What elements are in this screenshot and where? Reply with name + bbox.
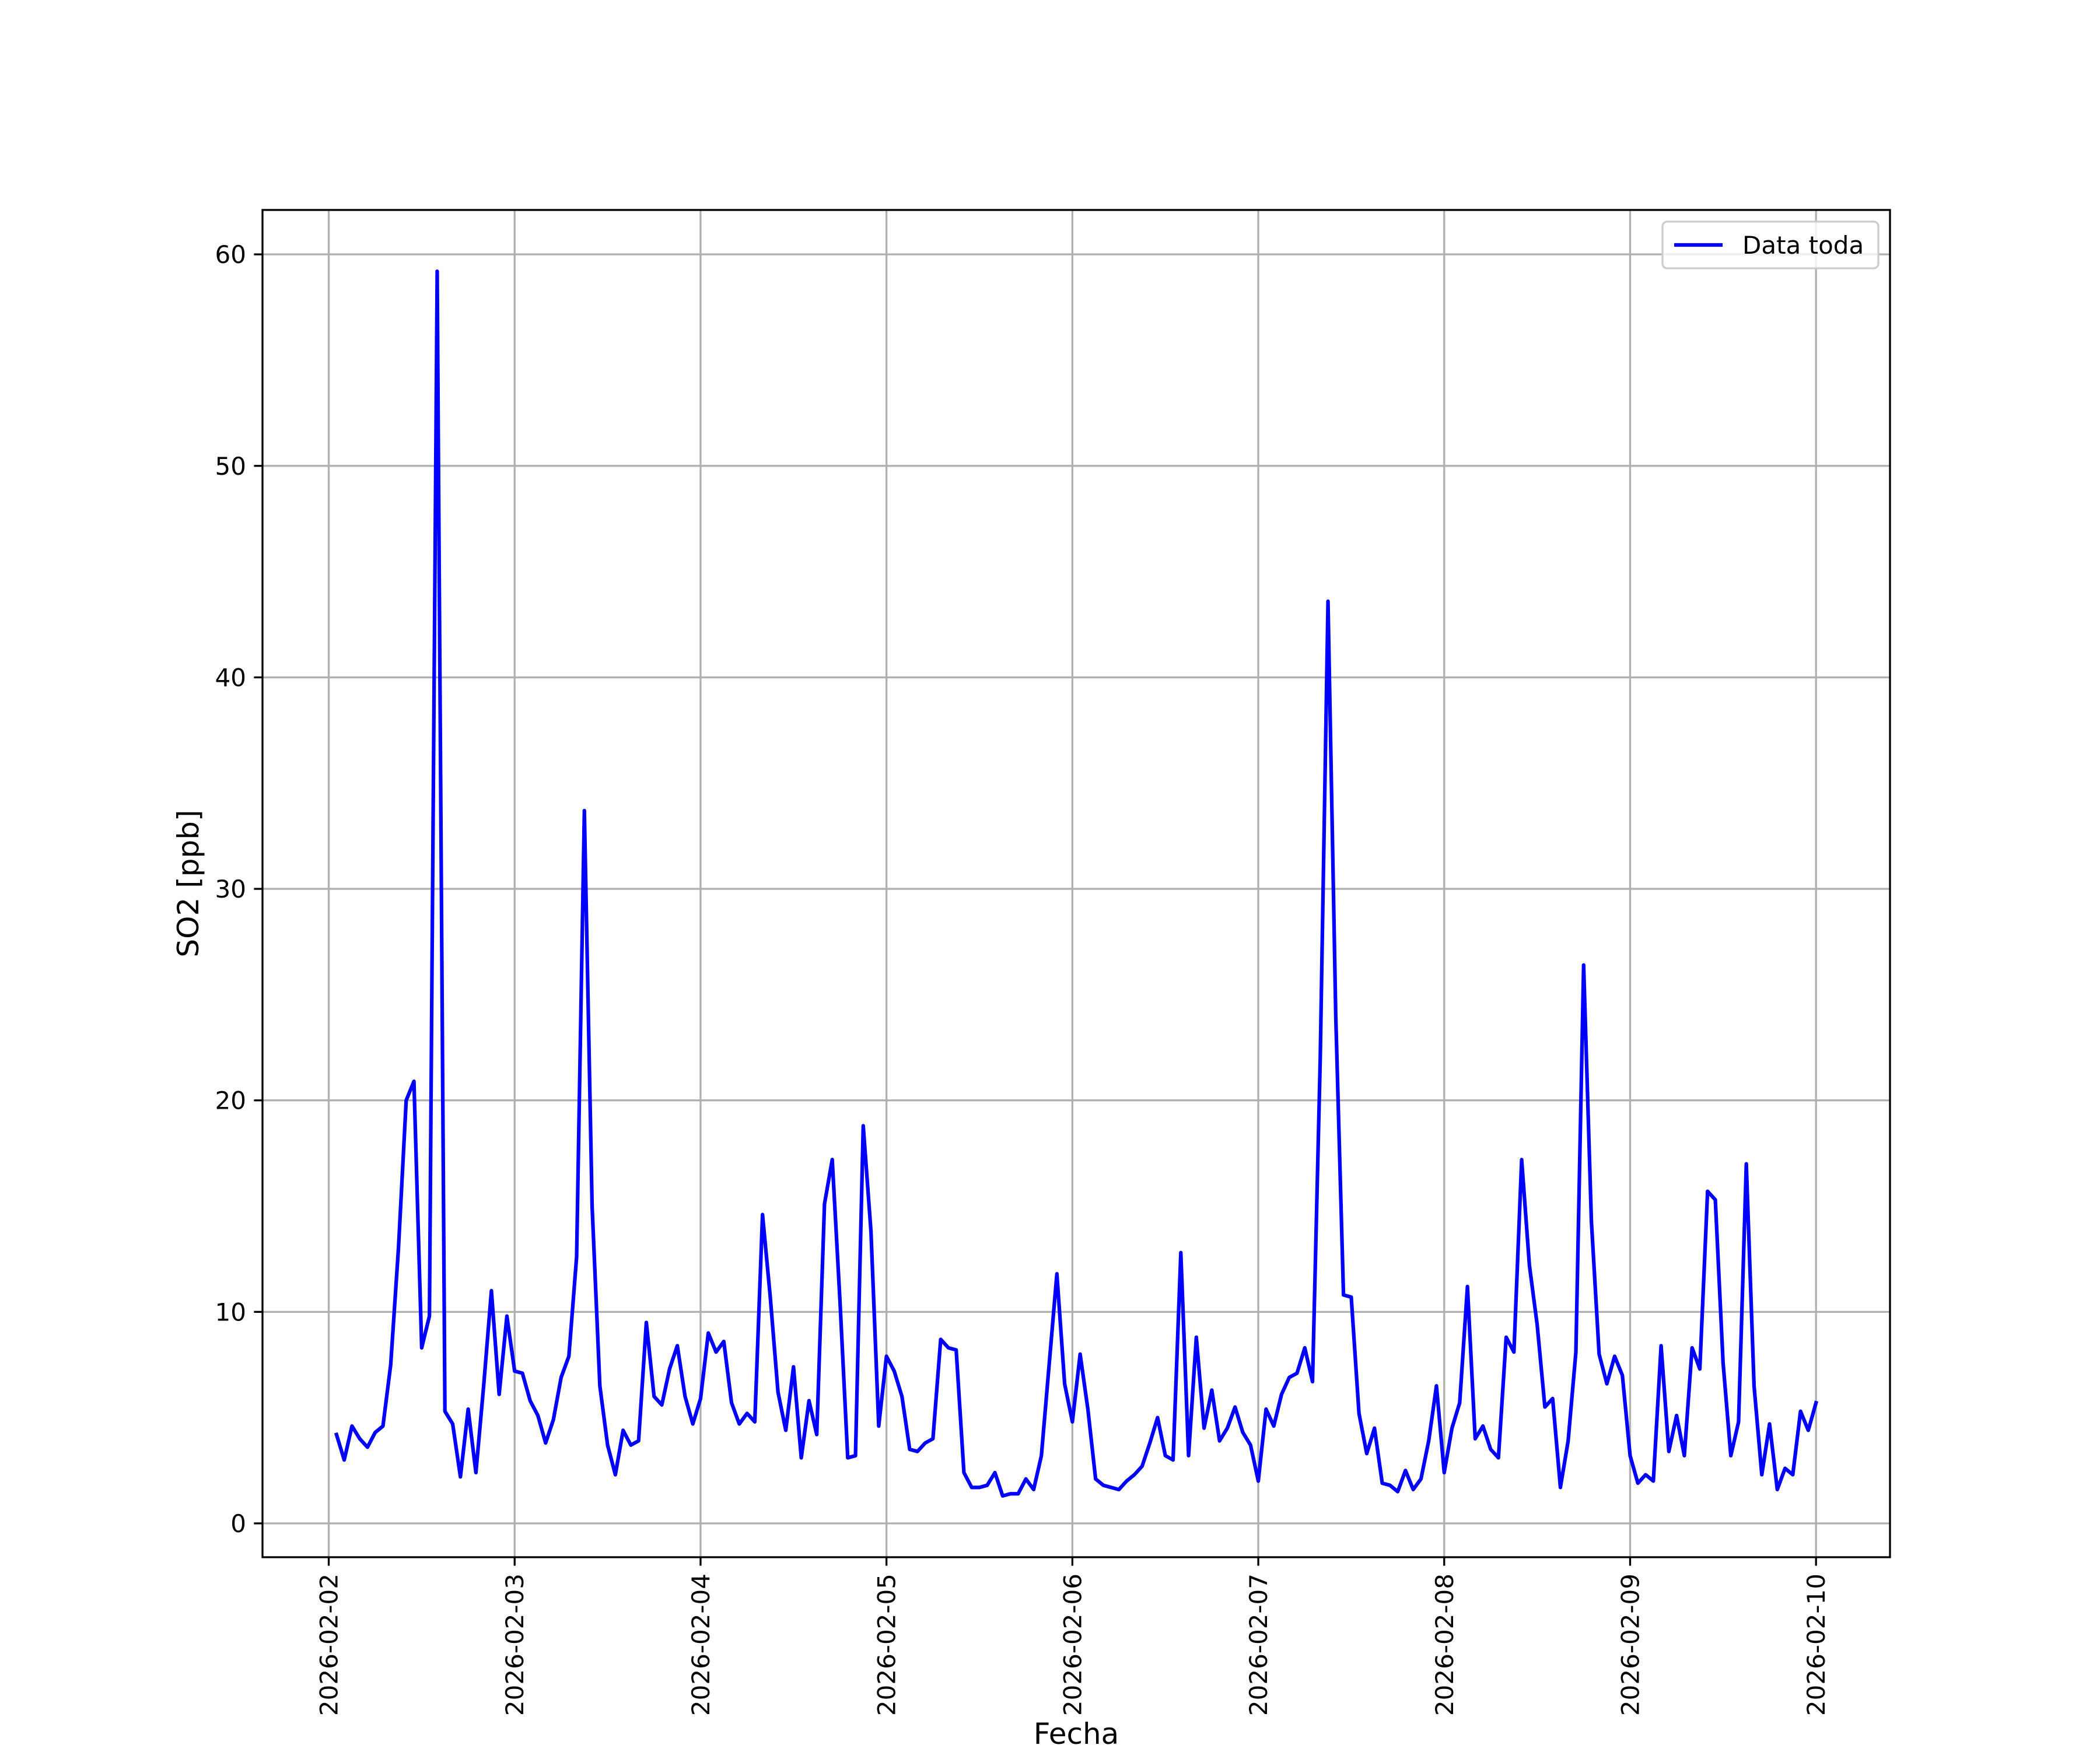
x-tick-label: 2026-02-07 xyxy=(1244,1574,1273,1716)
y-tick-label: 10 xyxy=(215,1298,246,1326)
y-tick-label: 60 xyxy=(215,240,246,269)
x-tick-label: 2026-02-09 xyxy=(1616,1574,1644,1716)
axes-frame xyxy=(261,209,1891,1558)
x-tick-label: 2026-02-05 xyxy=(873,1574,901,1716)
x-axis-label: Fecha xyxy=(1034,1717,1119,1750)
y-tick-label: 50 xyxy=(215,452,246,481)
y-tick-label: 20 xyxy=(215,1087,246,1115)
y-axis-label: SO2 [ppb] xyxy=(172,810,205,957)
x-tick-label: 2026-02-08 xyxy=(1430,1574,1459,1716)
x-tick-label: 2026-02-10 xyxy=(1802,1574,1831,1716)
y-tick-label: 0 xyxy=(230,1509,246,1538)
data-line xyxy=(334,269,1819,1498)
x-tick-label: 2026-02-06 xyxy=(1058,1574,1087,1716)
x-tick-label: 2026-02-02 xyxy=(315,1574,344,1716)
x-tick-label: 2026-02-04 xyxy=(687,1574,715,1716)
legend-box xyxy=(1661,220,1880,269)
y-tick-label: 40 xyxy=(215,663,246,692)
legend-label: Data toda xyxy=(1742,231,1864,260)
y-tick-label: 30 xyxy=(215,875,246,903)
x-tick-label: 2026-02-03 xyxy=(501,1574,529,1716)
